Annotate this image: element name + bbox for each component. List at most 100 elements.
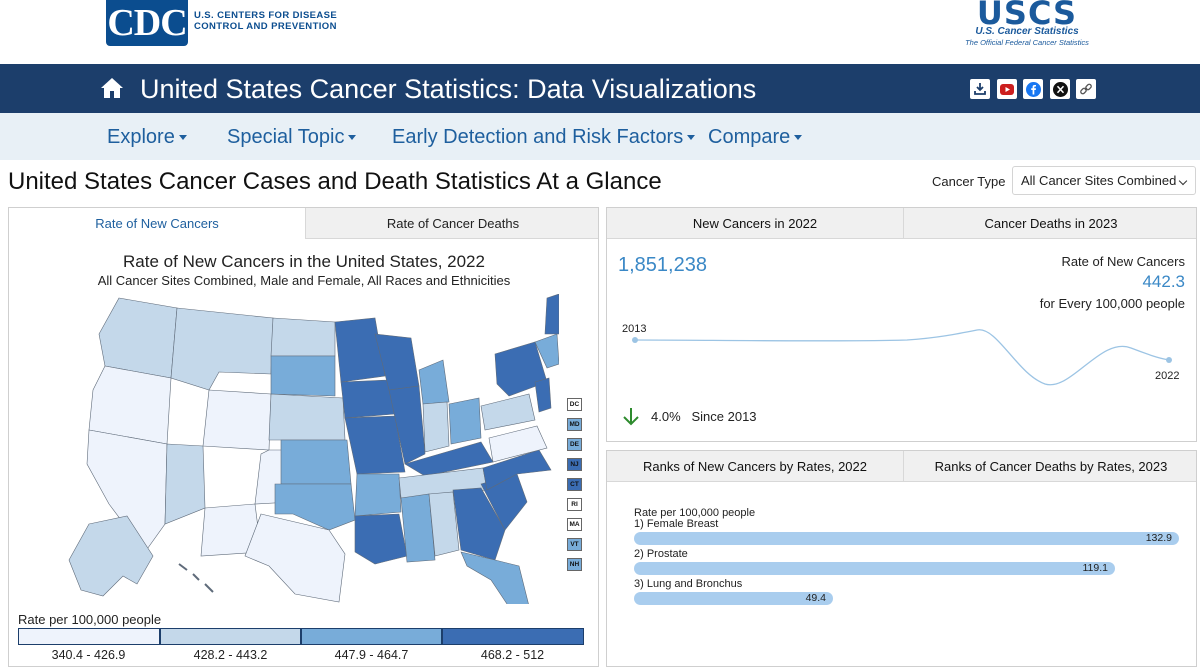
- state-ks[interactable]: [280, 439, 352, 485]
- tab-ranks-cancer-deaths[interactable]: Ranks of Cancer Deaths by Rates, 2023: [903, 451, 1196, 482]
- nav-early-detection[interactable]: Early Detection and Risk Factors: [392, 125, 696, 149]
- rank-1-bar[interactable]: 132.9: [634, 532, 1179, 545]
- state-ne[interactable]: [268, 393, 346, 441]
- copy-link-button[interactable]: [1076, 79, 1096, 99]
- nav-explore-label: Explore: [107, 126, 175, 148]
- cdc-text-line2: CONTROL AND PREVENTION: [194, 21, 337, 32]
- cdc-agency-name: U.S. CENTERS FOR DISEASE CONTROL AND PRE…: [194, 10, 354, 32]
- tab-new-cancers-2022[interactable]: New Cancers in 2022: [607, 208, 903, 239]
- trend-start-point[interactable]: [632, 337, 638, 343]
- legend-swatch-3: [301, 628, 442, 645]
- summary-panel: New Cancers in 2022 Cancer Deaths in 202…: [606, 207, 1197, 442]
- state-ny[interactable]: [494, 341, 548, 397]
- nav-special-topic[interactable]: Special Topic: [227, 125, 357, 149]
- cdc-logo[interactable]: CDC: [106, 0, 188, 46]
- small-state-ma[interactable]: MA: [567, 518, 582, 531]
- map-subtitle: All Cancer Sites Combined, Male and Fema…: [97, 273, 511, 288]
- state-ak[interactable]: [68, 515, 154, 597]
- small-state-md[interactable]: MD: [567, 418, 582, 431]
- caret-down-icon: [178, 135, 187, 141]
- state-mn[interactable]: [334, 317, 386, 383]
- state-va[interactable]: [488, 425, 548, 463]
- state-hi[interactable]: [178, 563, 214, 593]
- state-la[interactable]: [354, 513, 408, 565]
- trend-end-point[interactable]: [1166, 357, 1172, 363]
- ranks-subtitle: Rate per 100,000 people: [634, 507, 756, 519]
- download-button[interactable]: [970, 79, 990, 99]
- page-title: United States Cancer Cases and Death Sta…: [8, 168, 662, 195]
- state-pa[interactable]: [480, 393, 536, 431]
- nav-compare[interactable]: Compare: [708, 125, 803, 149]
- state-ia[interactable]: [340, 379, 396, 419]
- state-al[interactable]: [428, 491, 460, 557]
- small-state-ri[interactable]: RI: [567, 498, 582, 511]
- state-nc[interactable]: [482, 449, 552, 491]
- state-ut[interactable]: [164, 443, 206, 525]
- uscs-logo-subtitle: U.S. Cancer Statistics: [975, 26, 1079, 37]
- state-oh[interactable]: [448, 397, 482, 445]
- state-me[interactable]: [544, 294, 559, 335]
- uscs-logo[interactable]: USCS U.S. Cancer Statistics The Official…: [952, 0, 1102, 48]
- rank-2-value: 119.1: [1082, 562, 1109, 574]
- uscs-logo-tagline: The Official Federal Cancer Statistics: [965, 38, 1089, 47]
- state-ga[interactable]: [452, 487, 506, 561]
- cancer-type-select[interactable]: All Cancer Sites Combined: [1012, 166, 1196, 195]
- x-button[interactable]: [1050, 79, 1070, 99]
- state-wy-ut[interactable]: [202, 389, 272, 451]
- nav-explore[interactable]: Explore: [107, 125, 187, 149]
- state-sd[interactable]: [270, 355, 336, 397]
- legend-range-4: 468.2 - 512: [480, 648, 545, 662]
- small-state-nj[interactable]: NJ: [567, 458, 582, 471]
- chevron-down-icon: [1178, 176, 1188, 186]
- state-mt-id[interactable]: [170, 307, 274, 391]
- rank-3-value: 49.4: [805, 592, 826, 604]
- nav-special-topic-label: Special Topic: [227, 126, 345, 148]
- facebook-button[interactable]: [1023, 79, 1043, 99]
- tab-rate-new-cancers[interactable]: Rate of New Cancers: [9, 208, 305, 239]
- rate-label: Rate of New Cancers: [1061, 254, 1185, 269]
- state-tx[interactable]: [244, 513, 346, 603]
- map-panel: Rate of New Cancers Rate of Cancer Death…: [8, 207, 599, 667]
- state-il[interactable]: [388, 385, 426, 465]
- state-in[interactable]: [422, 401, 450, 453]
- state-mo[interactable]: [344, 415, 406, 475]
- caret-down-icon: [348, 135, 357, 141]
- small-state-ct[interactable]: CT: [567, 478, 582, 491]
- arrow-down-icon: [623, 408, 639, 426]
- rate-unit: for Every 100,000 people: [1039, 296, 1185, 311]
- state-wa-or[interactable]: [98, 297, 178, 379]
- small-state-nh[interactable]: NH: [567, 558, 582, 571]
- state-nj[interactable]: [534, 377, 552, 413]
- new-cancers-count: 1,851,238: [618, 254, 707, 276]
- state-fl[interactable]: [460, 551, 529, 604]
- youtube-button[interactable]: [997, 79, 1017, 99]
- state-nd[interactable]: [270, 317, 336, 357]
- youtube-icon: [1000, 83, 1014, 95]
- rank-2-name: 2) Prostate: [634, 548, 688, 560]
- small-state-dc[interactable]: DC: [567, 398, 582, 411]
- sparkline-start-year: 2013: [622, 323, 647, 335]
- facebook-icon: [1025, 81, 1041, 97]
- state-ms[interactable]: [400, 493, 436, 563]
- tab-cancer-deaths-2023[interactable]: Cancer Deaths in 2023: [903, 208, 1196, 239]
- us-map: [68, 294, 559, 604]
- trend-change: 4.0% Since 2013: [651, 409, 757, 424]
- small-state-de[interactable]: DE: [567, 438, 582, 451]
- legend-range-2: 428.2 - 443.2: [193, 648, 268, 662]
- home-icon[interactable]: [100, 76, 124, 100]
- caret-down-icon: [687, 135, 696, 141]
- link-icon: [1080, 83, 1092, 95]
- tab-ranks-new-cancers[interactable]: Ranks of New Cancers by Rates, 2022: [607, 451, 903, 482]
- rank-3-bar[interactable]: 49.4: [634, 592, 833, 605]
- rank-2-bar[interactable]: 119.1: [634, 562, 1115, 575]
- state-mi[interactable]: [418, 359, 450, 405]
- state-new-england[interactable]: [534, 333, 559, 369]
- tab-rate-cancer-deaths[interactable]: Rate of Cancer Deaths: [305, 208, 598, 239]
- nav-compare-label: Compare: [708, 126, 791, 148]
- page-header-title: United States Cancer Statistics: Data Vi…: [140, 74, 757, 104]
- sparkline-end-year: 2022: [1155, 370, 1180, 382]
- small-state-vt[interactable]: VT: [567, 538, 582, 551]
- x-icon: [1052, 81, 1068, 97]
- state-ar[interactable]: [354, 473, 402, 517]
- trend-line: [634, 329, 1170, 386]
